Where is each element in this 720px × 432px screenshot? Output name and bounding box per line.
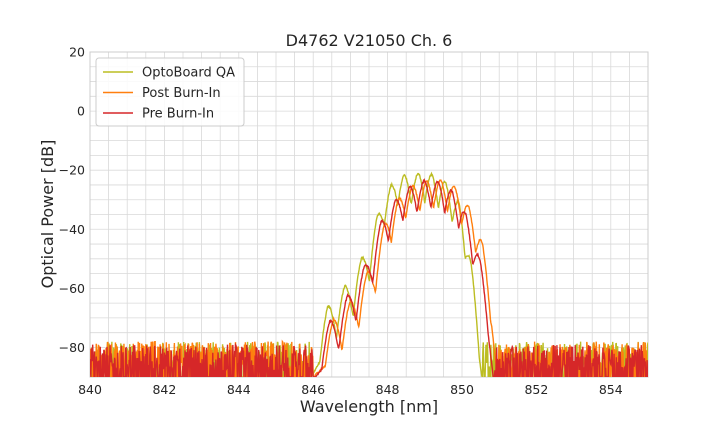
- x-tick-label: 840: [78, 382, 102, 397]
- x-axis-title: Wavelength [nm]: [300, 397, 438, 416]
- x-tick-label: 854: [599, 382, 623, 397]
- y-tick-label: −60: [59, 281, 85, 296]
- y-tick-label: −40: [59, 222, 85, 237]
- y-tick-label: −20: [59, 163, 85, 178]
- x-tick-label: 848: [376, 382, 400, 397]
- y-ticks: 20 0 −20 −40 −60 −80: [59, 45, 85, 355]
- chart-title: D4762 V21050 Ch. 6: [286, 31, 453, 50]
- x-tick-label: 842: [152, 382, 176, 397]
- x-tick-label: 846: [301, 382, 325, 397]
- series-line: [90, 177, 648, 377]
- x-tick-label: 852: [524, 382, 548, 397]
- y-tick-label: 20: [69, 45, 85, 60]
- x-ticks: 840 842 844 846 848 850 852 854: [78, 382, 623, 397]
- legend-label: Pre Burn-In: [142, 107, 214, 122]
- legend: OptoBoard QA Post Burn-In Pre Burn-In: [95, 57, 245, 127]
- y-axis-title: Optical Power [dB]: [38, 140, 57, 289]
- plot-frame: [89, 51, 649, 378]
- series-lines: [90, 171, 648, 377]
- y-tick-label: 0: [77, 104, 85, 119]
- legend-label: OptoBoard QA: [142, 66, 235, 81]
- x-tick-label: 844: [227, 382, 251, 397]
- legend-box: [95, 57, 245, 127]
- x-tick-label: 850: [450, 382, 474, 397]
- y-tick-label: −80: [59, 340, 85, 355]
- legend-label: Post Burn-In: [142, 86, 221, 101]
